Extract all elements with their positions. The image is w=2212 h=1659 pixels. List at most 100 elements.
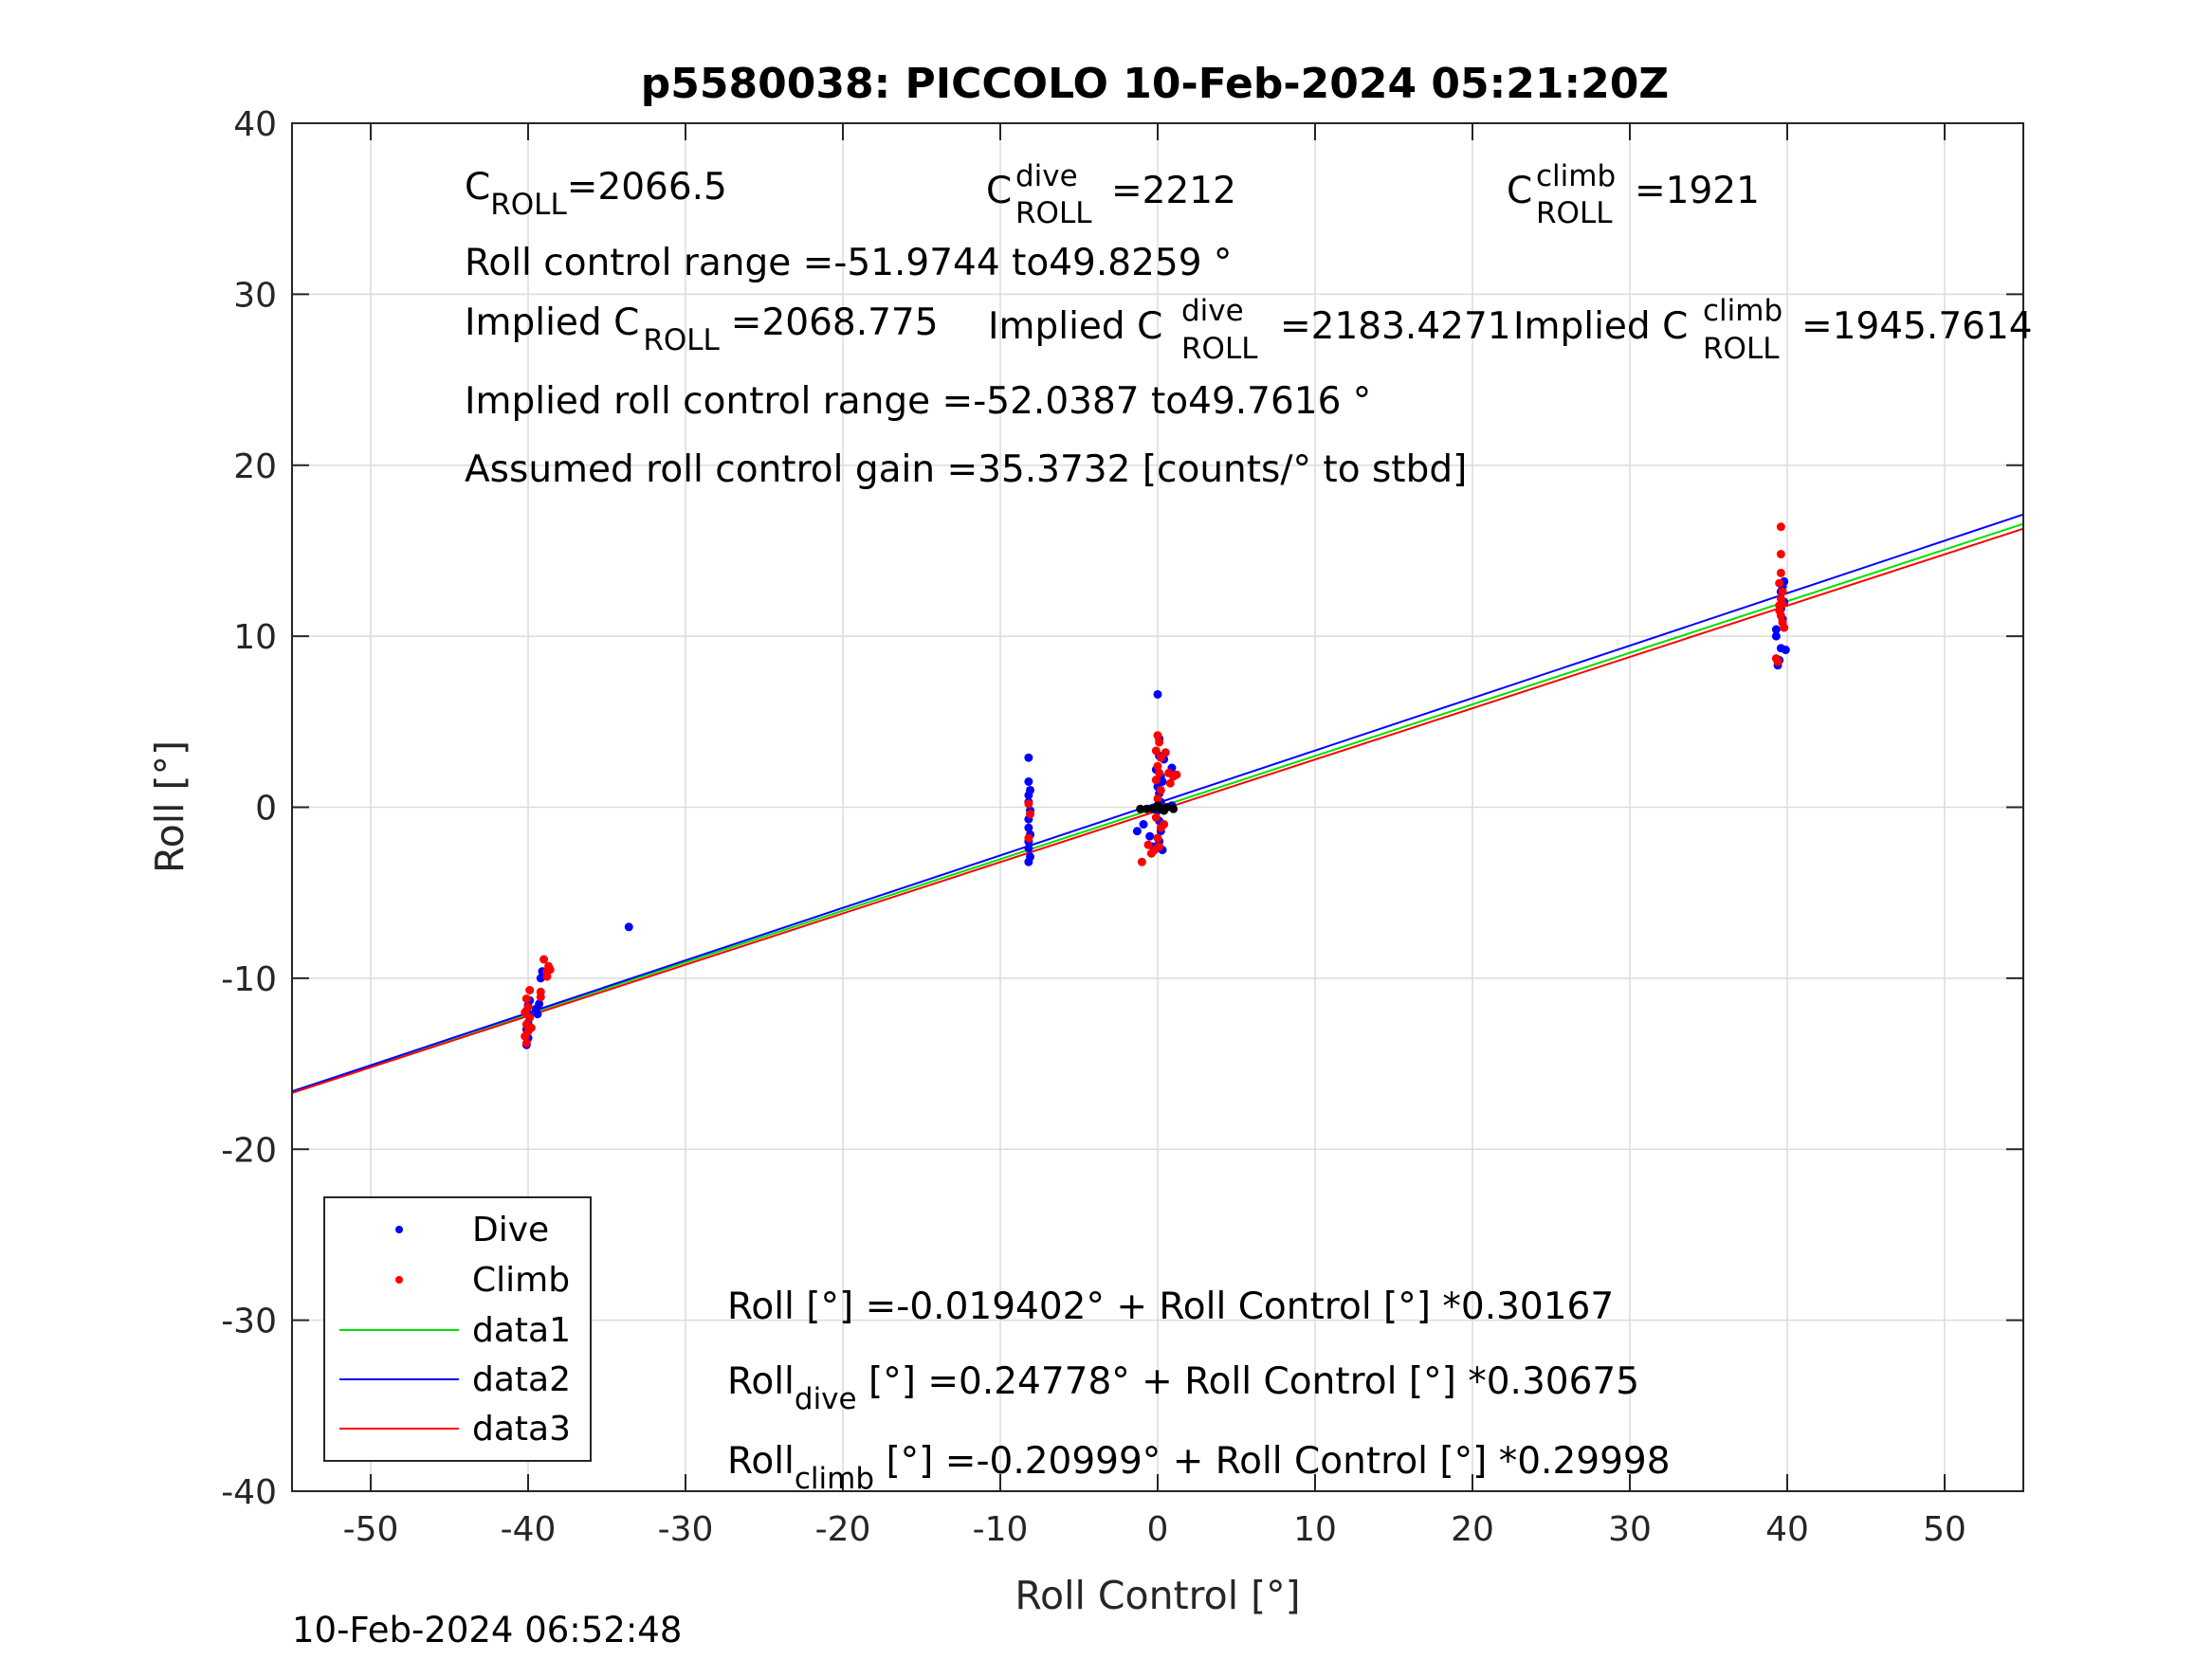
point-climb bbox=[1776, 611, 1785, 620]
point-climb bbox=[1024, 833, 1033, 843]
x-axis-label: Roll Control [°] bbox=[1015, 1573, 1300, 1618]
c-letter: C bbox=[465, 166, 490, 209]
y-axis-label: Roll [°] bbox=[147, 740, 192, 873]
point-dive bbox=[535, 999, 544, 1009]
point-climb bbox=[521, 1038, 531, 1048]
annotation-roll-control-range: Roll control range =-51.9744 to49.8259 ° bbox=[465, 242, 1232, 284]
point-climb bbox=[1165, 778, 1175, 788]
x-tick-label: -20 bbox=[815, 1510, 871, 1549]
point-other bbox=[1136, 804, 1145, 813]
implied-c-roll-value: =2068.775 bbox=[731, 301, 939, 344]
point-climb bbox=[1172, 770, 1181, 779]
point-climb bbox=[539, 955, 549, 964]
point-dive bbox=[1024, 857, 1033, 866]
legend-label-data2: data2 bbox=[472, 1360, 571, 1399]
fit-dive-sub: dive bbox=[795, 1382, 857, 1416]
implied-climb-sup: climb bbox=[1703, 294, 1782, 328]
x-tick-label: 30 bbox=[1608, 1510, 1652, 1549]
annotation-gain: Assumed roll control gain =35.3732 [coun… bbox=[465, 448, 1467, 491]
legend-label-dive: Dive bbox=[472, 1211, 549, 1249]
c-roll-climb-sub: ROLL bbox=[1536, 196, 1613, 230]
point-dive bbox=[533, 1010, 542, 1019]
point-dive bbox=[1771, 631, 1781, 641]
point-dive bbox=[1139, 820, 1148, 830]
point-climb bbox=[1776, 522, 1785, 532]
x-tick-label: -50 bbox=[343, 1510, 399, 1549]
fit-climb-sub: climb bbox=[795, 1462, 874, 1496]
point-climb bbox=[1776, 550, 1785, 559]
y-tick-label: -20 bbox=[221, 1131, 277, 1170]
c-roll-sub: ROLL bbox=[490, 188, 567, 222]
point-climb bbox=[525, 986, 535, 995]
point-other bbox=[1169, 804, 1179, 813]
point-climb bbox=[536, 987, 545, 996]
fit-climb-prefix: Roll bbox=[727, 1440, 795, 1483]
point-climb bbox=[1778, 587, 1787, 596]
point-climb bbox=[1153, 833, 1162, 843]
x-tick-label: -30 bbox=[658, 1510, 714, 1549]
point-climb bbox=[1151, 775, 1161, 785]
point-climb bbox=[1160, 820, 1169, 830]
point-climb bbox=[1153, 731, 1162, 740]
timestamp: 10-Feb-2024 06:52:48 bbox=[292, 1610, 682, 1650]
point-dive bbox=[624, 922, 633, 932]
point-climb bbox=[1153, 793, 1162, 803]
y-tick-label: 10 bbox=[233, 618, 277, 657]
y-tick-label: 20 bbox=[233, 447, 277, 486]
c-roll-dive-sup: dive bbox=[1015, 159, 1078, 193]
data-points bbox=[521, 522, 1790, 1049]
fit-equation-all: Roll [°] =-0.019402° + Roll Control [°] … bbox=[727, 1285, 1614, 1328]
point-dive bbox=[1024, 776, 1033, 786]
y-tick-label: -30 bbox=[221, 1303, 277, 1341]
y-tick-label: -10 bbox=[221, 960, 277, 999]
point-dive bbox=[1024, 844, 1033, 853]
point-climb bbox=[1776, 568, 1785, 577]
ticks bbox=[292, 122, 2023, 1492]
annotation-c-roll-dive: C bbox=[986, 170, 1012, 212]
y-tick-label: 40 bbox=[233, 105, 277, 144]
point-dive bbox=[1024, 823, 1033, 832]
point-climb bbox=[1151, 812, 1161, 822]
implied-c-roll-dive-value: =2183.4271 bbox=[1280, 305, 1511, 348]
point-climb bbox=[1155, 738, 1164, 747]
annotation-c-roll-climb: C bbox=[1507, 170, 1532, 212]
point-dive bbox=[1024, 791, 1033, 800]
legend: Dive Climb data1 data2 data3 bbox=[323, 1196, 592, 1462]
point-dive bbox=[1132, 827, 1142, 836]
x-tick-label: 10 bbox=[1293, 1510, 1337, 1549]
point-climb bbox=[1151, 746, 1161, 756]
point-dive bbox=[1781, 646, 1790, 655]
annotation-implied-c-roll-dive: Implied C bbox=[988, 305, 1162, 348]
point-climb bbox=[1775, 578, 1784, 588]
point-dive bbox=[1771, 625, 1781, 634]
y-tick-label: 30 bbox=[233, 276, 277, 315]
c-letter: C bbox=[1507, 170, 1532, 212]
y-tick-label: -40 bbox=[221, 1473, 277, 1512]
point-climb bbox=[523, 1003, 533, 1012]
legend-marker-dive bbox=[395, 1226, 403, 1233]
point-climb bbox=[1775, 601, 1784, 611]
legend-label-data1: data1 bbox=[472, 1311, 571, 1350]
c-roll-value: =2066.5 bbox=[567, 166, 727, 209]
annotation-implied-c-roll: Implied C ROLL =2068.775 bbox=[465, 301, 939, 357]
point-climb bbox=[521, 994, 531, 1004]
point-other bbox=[1153, 801, 1162, 811]
fit-dive-rest: [°] =0.24778° + Roll Control [°] *0.3067… bbox=[857, 1360, 1639, 1403]
point-dive bbox=[1145, 831, 1155, 841]
c-letter: C bbox=[986, 170, 1012, 212]
x-tick-label: -10 bbox=[973, 1510, 1029, 1549]
x-tick-label: 20 bbox=[1451, 1510, 1494, 1549]
c-roll-climb-sup: climb bbox=[1536, 159, 1616, 193]
point-climb bbox=[1780, 623, 1789, 632]
x-tick-label: 0 bbox=[1147, 1510, 1169, 1549]
point-climb bbox=[1161, 748, 1170, 757]
legend-marker-climb bbox=[395, 1276, 403, 1284]
annotation-c-roll: CROLL=2066.5 bbox=[465, 166, 727, 222]
fit-equation-dive: Rolldive [°] =0.24778° + Roll Control [°… bbox=[727, 1360, 1639, 1416]
c-roll-dive-value: =2212 bbox=[1111, 170, 1236, 212]
fit-climb-rest: [°] =-0.20999° + Roll Control [°] *0.299… bbox=[874, 1440, 1670, 1483]
point-climb bbox=[1155, 842, 1164, 851]
point-climb bbox=[1153, 761, 1162, 771]
fit-dive-prefix: Roll bbox=[727, 1360, 795, 1403]
